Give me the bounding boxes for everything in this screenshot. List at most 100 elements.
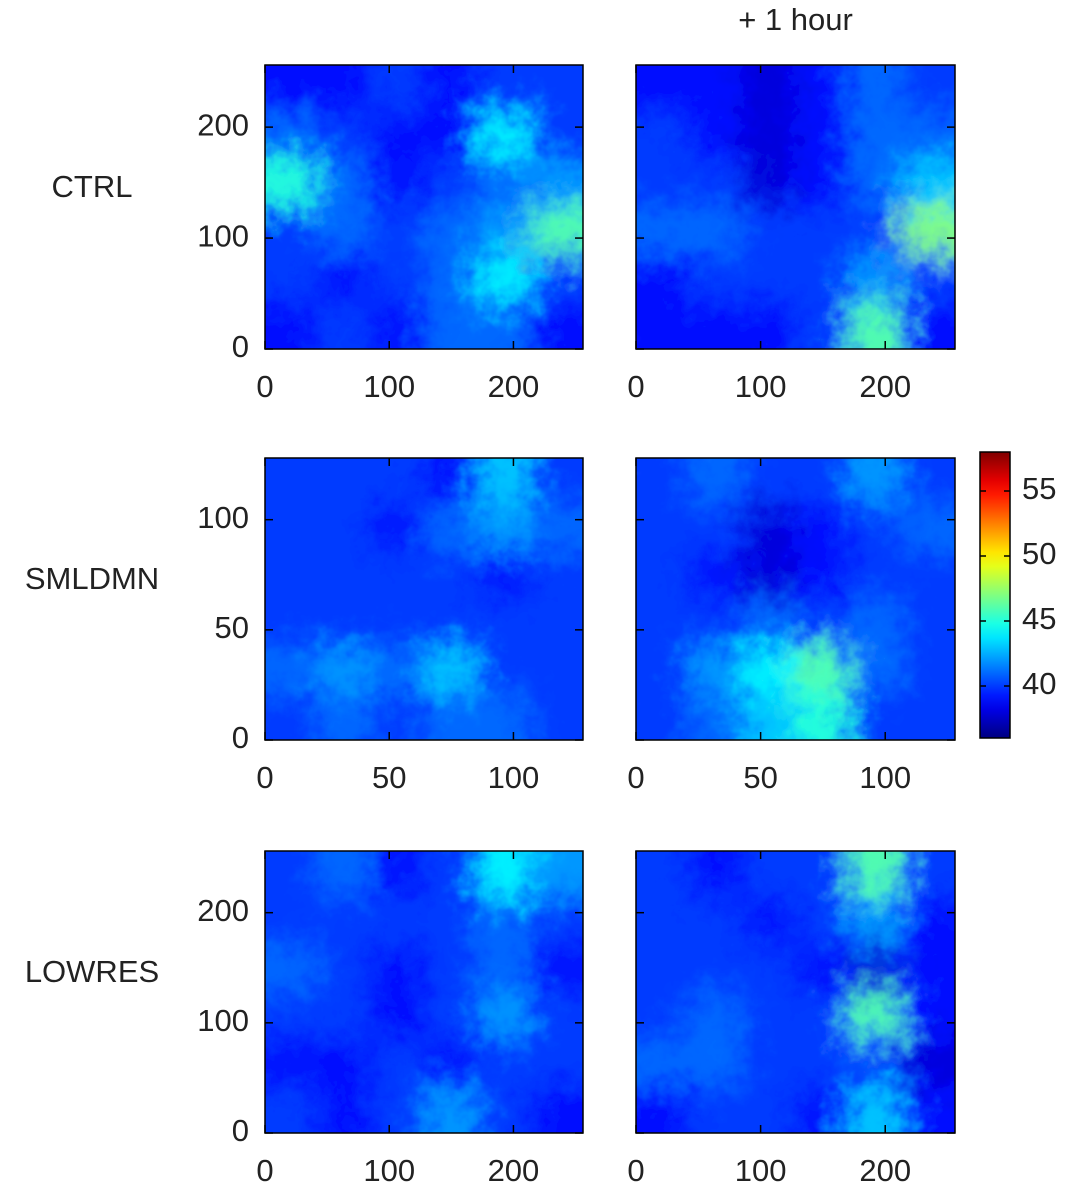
heat-cell (424, 458, 478, 506)
heat-cell (636, 112, 691, 161)
heat-cell (742, 112, 797, 161)
y-tick-label: 200 (197, 893, 249, 928)
heat-cell (265, 254, 319, 303)
heat-cell (901, 851, 955, 899)
heat-cell (742, 945, 797, 993)
heat-cell (477, 1039, 531, 1087)
heat-cell (636, 505, 691, 553)
heat-cell (689, 301, 744, 349)
heat-cell (636, 458, 691, 506)
heat-cell (530, 945, 583, 993)
x-tick-label: 100 (363, 369, 415, 404)
heat-cell (424, 646, 478, 694)
heat-cell (318, 301, 372, 349)
heat-cell (689, 646, 744, 694)
heat-cell (901, 254, 955, 303)
heat-cell (477, 646, 531, 694)
x-tick-label: 100 (859, 760, 911, 795)
x-tick-label: 100 (735, 369, 787, 404)
x-tick-label: 0 (256, 760, 273, 795)
heat-cell (742, 207, 797, 256)
heat-cell (742, 1039, 797, 1087)
heat-cell (848, 693, 903, 740)
heat-cell (689, 898, 744, 946)
heat-cell (742, 646, 797, 694)
field (636, 851, 955, 1133)
heat-cell (265, 301, 319, 349)
heat-cell (477, 552, 531, 600)
heat-cell (636, 693, 691, 740)
heat-cell (318, 851, 372, 899)
heat-cell (848, 65, 903, 114)
axes-frame (264, 850, 584, 1134)
x-tick-label: 50 (372, 760, 406, 795)
heat-cell (424, 992, 478, 1040)
colorbar (979, 451, 1011, 739)
heat-cell (424, 65, 478, 114)
heat-cell (371, 1086, 425, 1133)
heat-cell (689, 65, 744, 114)
heat-cell (795, 898, 850, 946)
heat-cell (848, 599, 903, 647)
heat-cell (477, 207, 531, 256)
heat-cell (901, 552, 955, 600)
heat-cell (265, 112, 319, 161)
colorbar-tick-label: 40 (1022, 666, 1056, 701)
heat-cell (901, 159, 955, 208)
heat-cell (477, 301, 531, 349)
heat-cell (424, 552, 478, 600)
x-tick-label: 100 (363, 1153, 415, 1188)
y-tick-label: 100 (197, 218, 249, 253)
heat-cell (477, 992, 531, 1040)
heat-cell (371, 646, 425, 694)
heat-cell (689, 458, 744, 506)
heat-cell (318, 112, 372, 161)
heat-cell (371, 301, 425, 349)
field-clip (636, 458, 955, 740)
heat-cell (795, 992, 850, 1040)
heat-cell (901, 945, 955, 993)
heat-cell (424, 851, 478, 899)
heat-cell (848, 945, 903, 993)
heat-cell (636, 646, 691, 694)
heat-cell (901, 458, 955, 506)
heat-cell (371, 1039, 425, 1087)
heat-cell (901, 898, 955, 946)
heat-cell (265, 599, 319, 647)
heat-cell (477, 159, 531, 208)
heat-cell (265, 851, 319, 899)
heat-cell (848, 552, 903, 600)
heat-cell (901, 112, 955, 161)
heat-cell (901, 301, 955, 349)
field-clip (636, 851, 955, 1133)
heat-cell (795, 254, 850, 303)
heat-cell (795, 159, 850, 208)
heat-cell (636, 851, 691, 899)
heat-cell (795, 552, 850, 600)
y-tick-label: 100 (197, 500, 249, 535)
heat-cell (848, 505, 903, 553)
heat-cell (371, 945, 425, 993)
y-tick-label: 50 (215, 610, 249, 645)
heat-cell (371, 112, 425, 161)
axes-frame (264, 64, 584, 350)
heat-cell (477, 112, 531, 161)
x-tick-label: 200 (488, 369, 540, 404)
heat-cell (901, 599, 955, 647)
heat-cell (689, 1086, 744, 1133)
field-clip (265, 458, 583, 740)
heat-cell (795, 112, 850, 161)
heat-cell (742, 65, 797, 114)
heat-cell (636, 898, 691, 946)
field (636, 65, 955, 349)
heat-cell (424, 301, 478, 349)
heat-cell (689, 1039, 744, 1087)
heat-cell (742, 458, 797, 506)
heat-cell (901, 646, 955, 694)
heat-cell (848, 992, 903, 1040)
heat-cell (424, 159, 478, 208)
heat-cell (636, 1086, 691, 1133)
heat-cell (318, 992, 372, 1040)
heat-cell (795, 693, 850, 740)
